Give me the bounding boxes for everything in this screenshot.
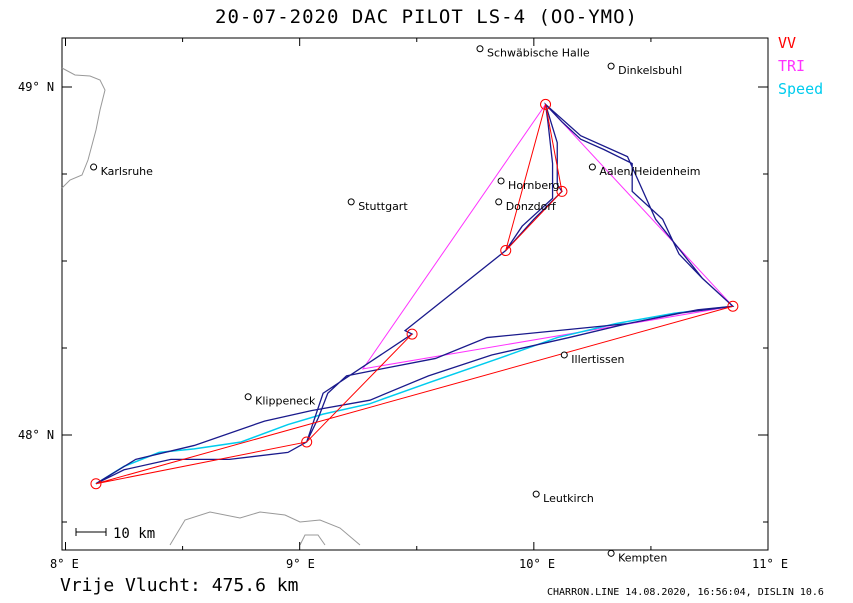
turnpoint-marker [301,436,313,448]
x-tick-8: 8° E [50,557,79,571]
tri-route [361,104,734,370]
place-dot [532,490,540,498]
place-dot [560,351,568,359]
place-marker: Stuttgart [347,198,408,213]
turnpoint-marker [406,328,418,340]
terrain-outline [61,67,361,546]
y-tick-49: 49° N [18,80,54,94]
place-marker: Aalen/Heidenheim [588,163,700,178]
place-dot [476,45,484,53]
scale-bar: 10 km [75,526,155,542]
place-marker: Klippeneck [244,393,316,408]
x-tick-9: 9° E [286,557,315,571]
place-dot [497,177,505,185]
place-label: Illertissen [571,353,624,366]
x-tick-11: 11° E [752,557,788,571]
place-label: Klippeneck [255,395,316,408]
map-frame [61,37,769,551]
place-label: Stuttgart [358,200,408,213]
place-label: Donzdorf [506,200,557,213]
place-marker: Leutkirch [532,490,594,505]
place-marker: Dinkelsbuhl [607,62,682,77]
place-dot [495,198,503,206]
legend-tri: TRI [778,57,806,75]
y-tick-48: 48° N [18,428,54,442]
place-dot [607,62,615,70]
vv-route-main [95,305,734,485]
legend-speed: Speed [778,80,824,98]
x-tick-10: 10° E [519,557,555,571]
chart-title: 20-07-2020 DAC PILOT LS-4 (OO-YMO) [215,6,638,28]
place-dot [347,198,355,206]
place-label: Karlsruhe [101,165,154,178]
place-label: Hornberg [508,179,559,192]
free-flight-distance: Vrije Vlucht: 475.6 km [60,575,299,596]
place-label: Aalen/Heidenheim [599,165,700,178]
place-label: Kempten [618,551,667,564]
place-marker: Karlsruhe [90,163,154,178]
turnpoint-marker [727,300,739,312]
turnpoint-marker [556,185,568,197]
turnpoint-marker [540,98,552,110]
place-marker: Schwäbische Halle [476,45,590,60]
axis-ticks [62,38,769,550]
turnpoint-marker [500,245,512,257]
place-dot [588,163,596,171]
place-marker: Illertissen [560,351,625,366]
scale-label: 10 km [113,526,155,542]
place-marker: Donzdorf [495,198,557,213]
place-label: Dinkelsbuhl [618,64,682,77]
place-label: Schwäbische Halle [487,47,590,60]
place-dot [90,163,98,171]
legend-vv: VV [778,34,797,52]
turnpoint-marker [90,478,102,490]
place-dot [607,549,615,557]
place-label: Leutkirch [543,492,594,505]
vv-route [505,104,563,251]
place-dot [244,393,252,401]
place-marker: Kempten [607,549,667,564]
footer-credits: CHARRON.LINE 14.08.2020, 16:56:04, DISLI… [547,587,824,598]
place-marker: Hornberg [497,177,559,192]
